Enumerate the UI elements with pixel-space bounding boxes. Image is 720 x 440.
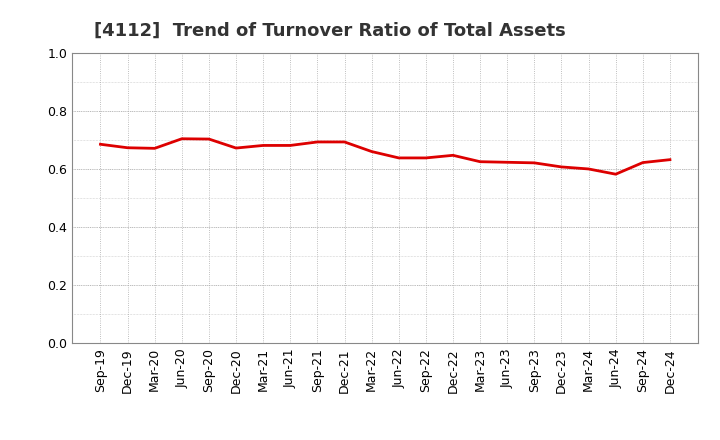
Text: [4112]  Trend of Turnover Ratio of Total Assets: [4112] Trend of Turnover Ratio of Total …	[94, 22, 565, 40]
